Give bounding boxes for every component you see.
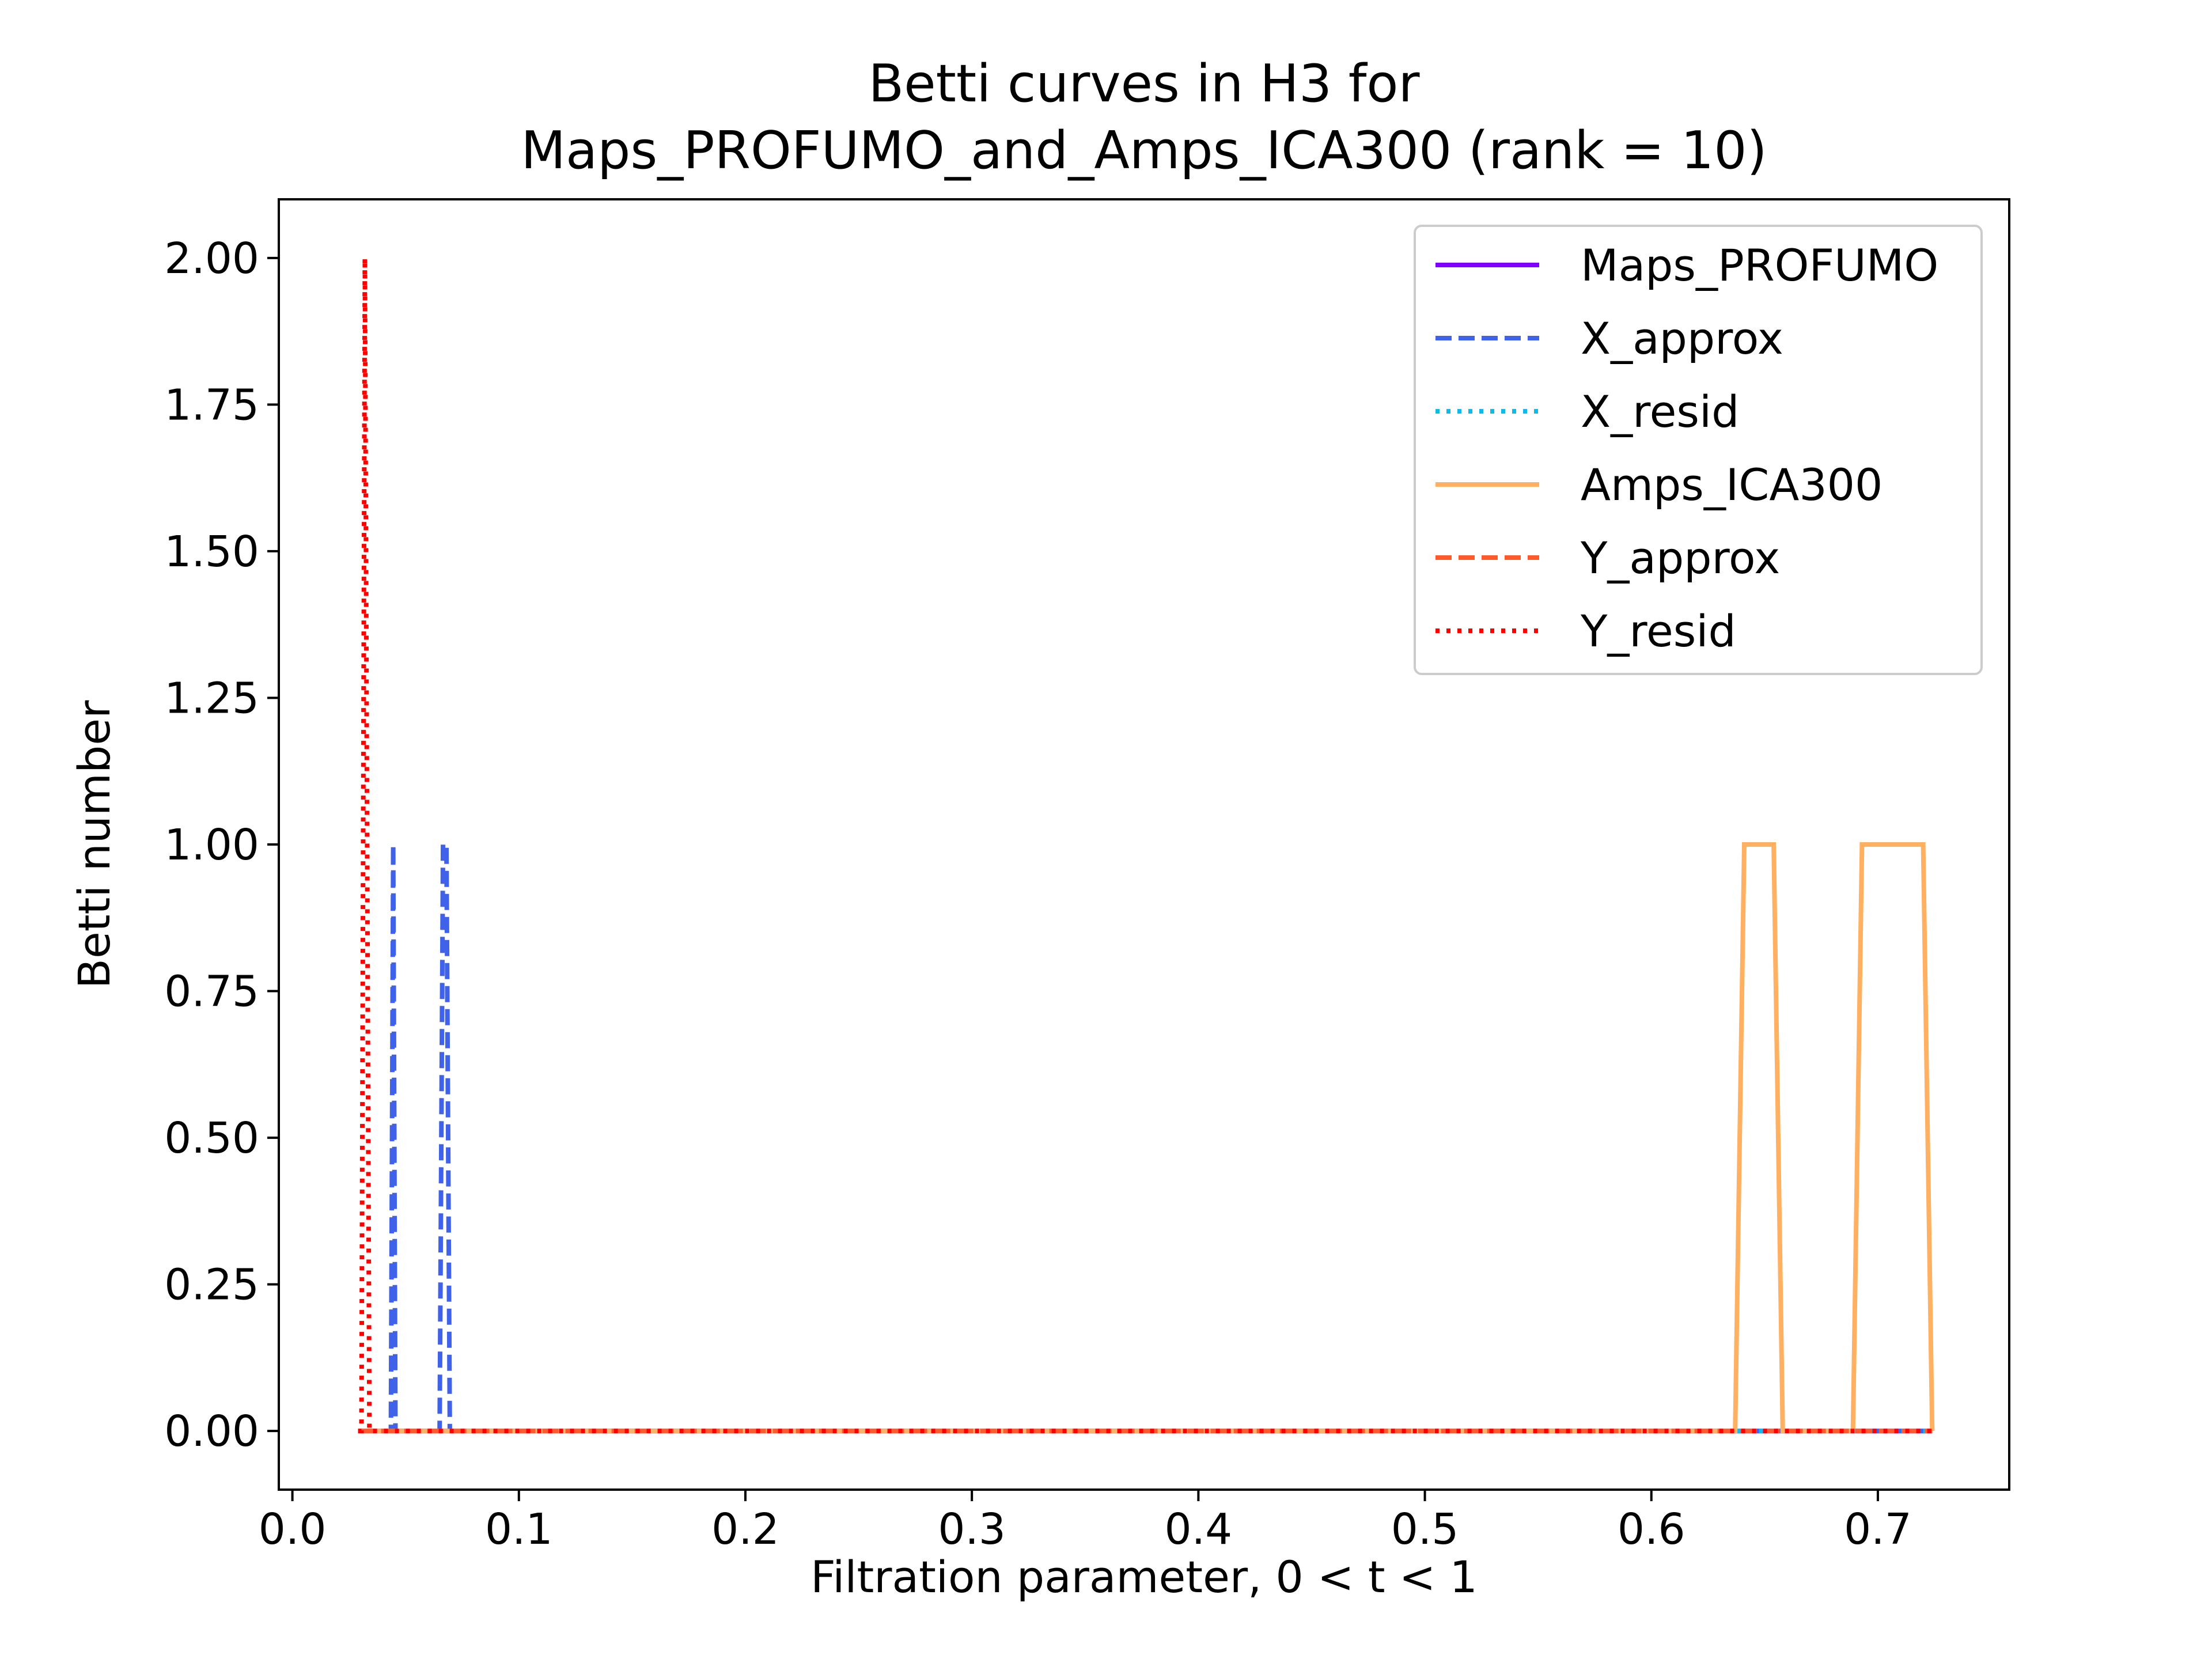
y-tick-label: 0.00 xyxy=(164,1407,259,1456)
legend-label: Y_resid xyxy=(1580,605,1736,657)
y-tick-label: 1.00 xyxy=(164,820,259,870)
y-tick-label: 0.75 xyxy=(164,967,259,1017)
y-tick-label: 1.25 xyxy=(164,673,259,723)
series-line-y-resid xyxy=(358,257,1933,1434)
x-tick-label: 0.2 xyxy=(711,1505,779,1554)
y-axis-ticks: 0.00 0.25 0.50 0.75 1.00 1.25 1.50 1.75 2.00 xyxy=(164,234,279,1456)
y-axis-label: Betti number xyxy=(69,700,120,988)
x-axis-label: Filtration parameter, 0 < t < 1 xyxy=(810,1551,1478,1603)
chart-title: Betti curves in H3 for Maps_PROFUMO_and_… xyxy=(521,54,1767,181)
x-tick-label: 0.4 xyxy=(1165,1505,1233,1554)
x-tick-label: 0.7 xyxy=(1844,1505,1912,1554)
chart-title-line-1: Betti curves in H3 for xyxy=(869,54,1420,114)
y-tick-label: 2.00 xyxy=(164,234,259,283)
y-tick-label: 0.50 xyxy=(164,1113,259,1163)
x-tick-label: 0.3 xyxy=(938,1505,1006,1554)
x-tick-label: 0.0 xyxy=(259,1505,327,1554)
x-tick-label: 0.5 xyxy=(1391,1505,1459,1554)
legend-label: Amps_ICA300 xyxy=(1581,459,1883,510)
y-tick-label: 0.25 xyxy=(164,1260,259,1310)
legend-label: X_resid xyxy=(1581,386,1739,437)
legend-label: X_approx xyxy=(1581,313,1783,364)
series-line-amps-ica300 xyxy=(358,842,1935,1434)
chart-title-line-2: Maps_PROFUMO_and_Amps_ICA300 (rank = 10) xyxy=(521,120,1767,181)
legend-frame xyxy=(1414,225,1983,675)
y-tick-label: 1.75 xyxy=(164,380,259,430)
x-axis-ticks: 0.0 0.1 0.2 0.3 0.4 0.5 0.6 0.7 xyxy=(259,1490,1912,1554)
y-tick-label: 1.50 xyxy=(164,527,259,577)
series-layer xyxy=(358,257,1935,1434)
legend-label: Y_approx xyxy=(1580,532,1780,584)
legend: Maps_PROFUMO X_approx X_resid Amps_ICA300 Y_… xyxy=(1414,225,1983,675)
x-tick-label: 0.6 xyxy=(1618,1505,1685,1554)
x-tick-label: 0.1 xyxy=(485,1505,553,1554)
legend-label: Maps_PROFUMO xyxy=(1581,240,1938,291)
